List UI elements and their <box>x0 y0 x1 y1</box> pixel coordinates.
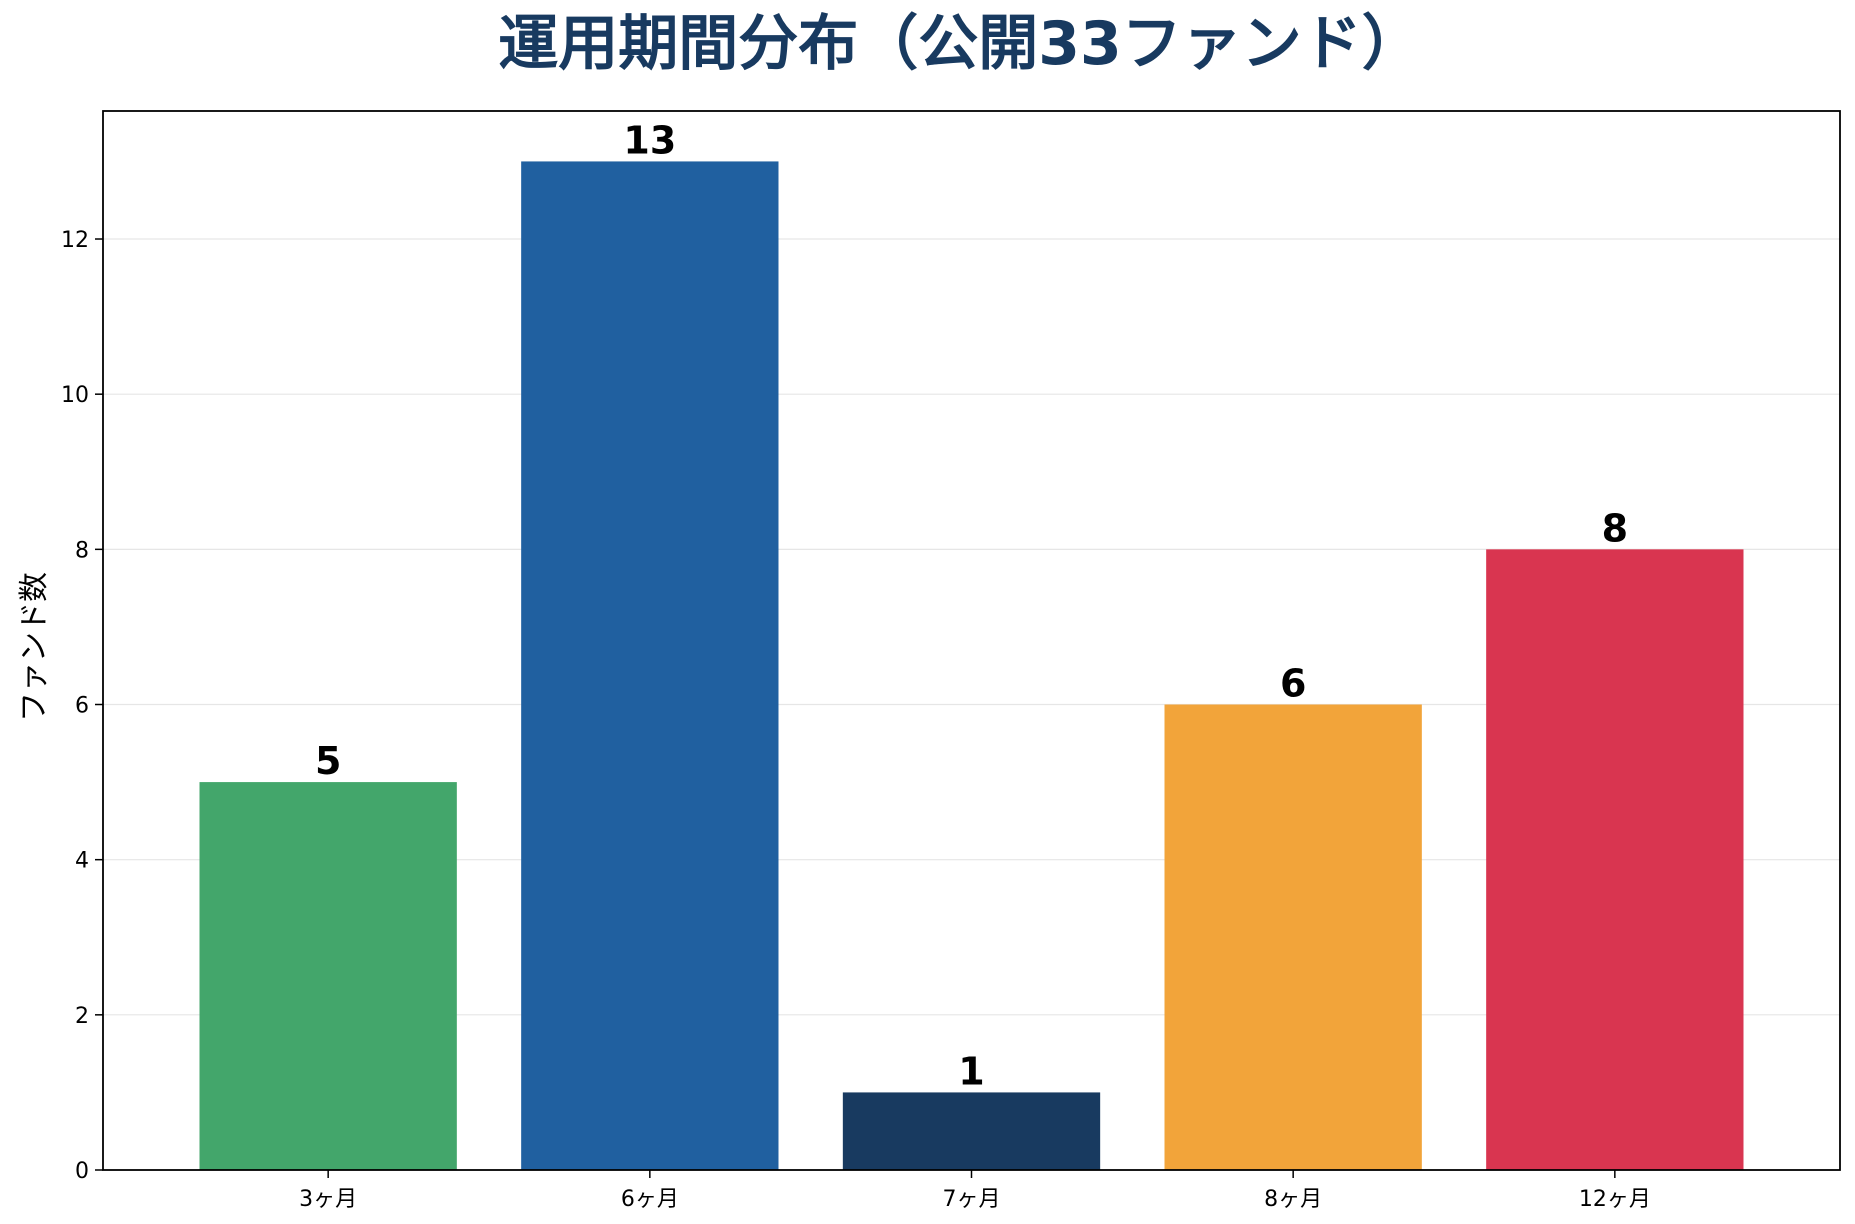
x-tick-label: 12ヶ月 <box>1579 1187 1651 1212</box>
x-tick-label: 7ヶ月 <box>943 1187 1001 1212</box>
bar <box>521 161 779 1170</box>
y-tick-label: 8 <box>75 538 89 563</box>
chart-title: 運用期間分布（公開33ファンド） <box>498 9 1422 79</box>
bar-value-label: 8 <box>1602 506 1628 550</box>
bars <box>199 161 1744 1170</box>
y-tick-label: 10 <box>61 383 89 408</box>
bar-value-label: 5 <box>315 739 341 783</box>
y-tick-label: 0 <box>75 1159 89 1184</box>
y-tick-label: 12 <box>61 228 89 253</box>
plot-frame <box>102 110 1841 1171</box>
bar-value-label: 6 <box>1280 662 1306 706</box>
bar <box>842 1092 1101 1170</box>
y-tick-label: 6 <box>75 694 89 719</box>
x-tick-label: 3ヶ月 <box>299 1187 357 1212</box>
bar <box>1486 549 1744 1170</box>
y-tick-label: 4 <box>75 849 89 874</box>
y-axis-label: ファンド数 <box>17 572 52 722</box>
x-tick-label: 6ヶ月 <box>621 1187 679 1212</box>
y-tick-label: 2 <box>75 1004 89 1029</box>
bar-value-label: 13 <box>623 118 676 162</box>
axes: 0 2 4 6 8 10 12 3ヶ月 6ヶ月 7ヶ月 8ヶ月 12ヶ月 <box>61 110 1841 1212</box>
bar <box>199 782 457 1170</box>
data-labels: 5 13 1 6 8 <box>315 118 1628 1093</box>
bar <box>1164 704 1422 1170</box>
x-tick-label: 8ヶ月 <box>1264 1187 1322 1212</box>
bar-value-label: 1 <box>958 1049 984 1093</box>
